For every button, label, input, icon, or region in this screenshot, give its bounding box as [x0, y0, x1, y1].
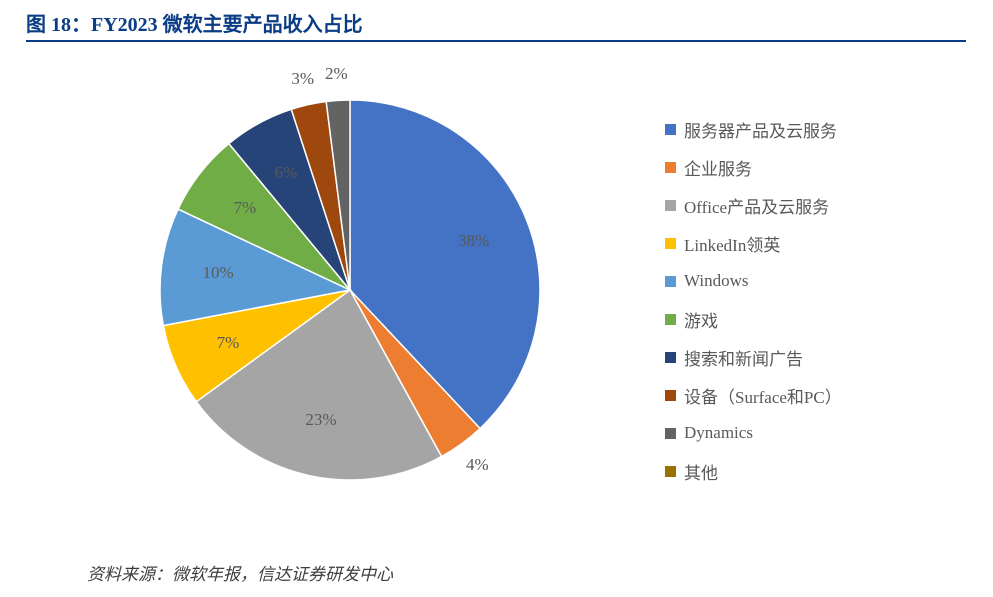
slice-label: 7% [234, 198, 257, 218]
legend-label: 搜索和新闻广告 [684, 345, 803, 370]
slice-label: 38% [458, 231, 489, 251]
slice-label: 2% [325, 64, 348, 84]
legend-item: Windows [665, 262, 842, 300]
slice-label: 7% [217, 333, 240, 353]
legend-label: 设备（Surface和PC） [684, 383, 842, 408]
slice-label: 6% [275, 163, 298, 183]
legend-swatch [665, 428, 676, 439]
legend-item: Dynamics [665, 414, 842, 452]
legend-label: 其他 [684, 459, 718, 484]
legend-swatch [665, 466, 676, 477]
pie-chart: 38%4%23%7%10%7%6%3%2% [130, 70, 570, 510]
legend-swatch [665, 124, 676, 135]
legend-item: 企业服务 [665, 148, 842, 186]
legend-swatch [665, 352, 676, 363]
figure-container: 图 18：FY2023 微软主要产品收入占比 38% 4% 23% 7% 10% 7% 6%… [0, 0, 993, 597]
legend-item: 其他 [665, 452, 842, 490]
legend-swatch [665, 238, 676, 249]
legend-item: 游戏 [665, 300, 842, 338]
legend-item: 服务器产品及云服务 [665, 110, 842, 148]
slice-label: 23% [305, 410, 336, 430]
legend-swatch [665, 200, 676, 211]
pie-svg [130, 70, 570, 510]
figure-title: 图 18：FY2023 微软主要产品收入占比 [26, 8, 363, 37]
slice-label: 10% [202, 263, 233, 283]
slice-label: 4% [466, 455, 489, 475]
legend-swatch [665, 276, 676, 287]
legend-label: Windows [684, 271, 748, 291]
source-text: 资料来源：微软年报，信达证券研发中心 [87, 560, 393, 585]
legend-label: 游戏 [684, 307, 718, 332]
legend-swatch [665, 390, 676, 401]
legend-label: LinkedIn领英 [684, 231, 780, 256]
legend-item: 设备（Surface和PC） [665, 376, 842, 414]
legend-item: Office产品及云服务 [665, 186, 842, 224]
legend-swatch [665, 162, 676, 173]
legend-item: 搜索和新闻广告 [665, 338, 842, 376]
legend: 服务器产品及云服务企业服务 Office产品及云服务 LinkedIn领英 Windo… [665, 110, 842, 490]
legend-label: Office产品及云服务 [684, 193, 829, 218]
legend-item: LinkedIn领英 [665, 224, 842, 262]
legend-label: 企业服务 [684, 155, 752, 180]
slice-label: 3% [291, 69, 314, 89]
legend-swatch [665, 314, 676, 325]
legend-label: 服务器产品及云服务 [684, 117, 837, 142]
legend-label: Dynamics [684, 423, 753, 443]
title-rule [26, 40, 966, 42]
